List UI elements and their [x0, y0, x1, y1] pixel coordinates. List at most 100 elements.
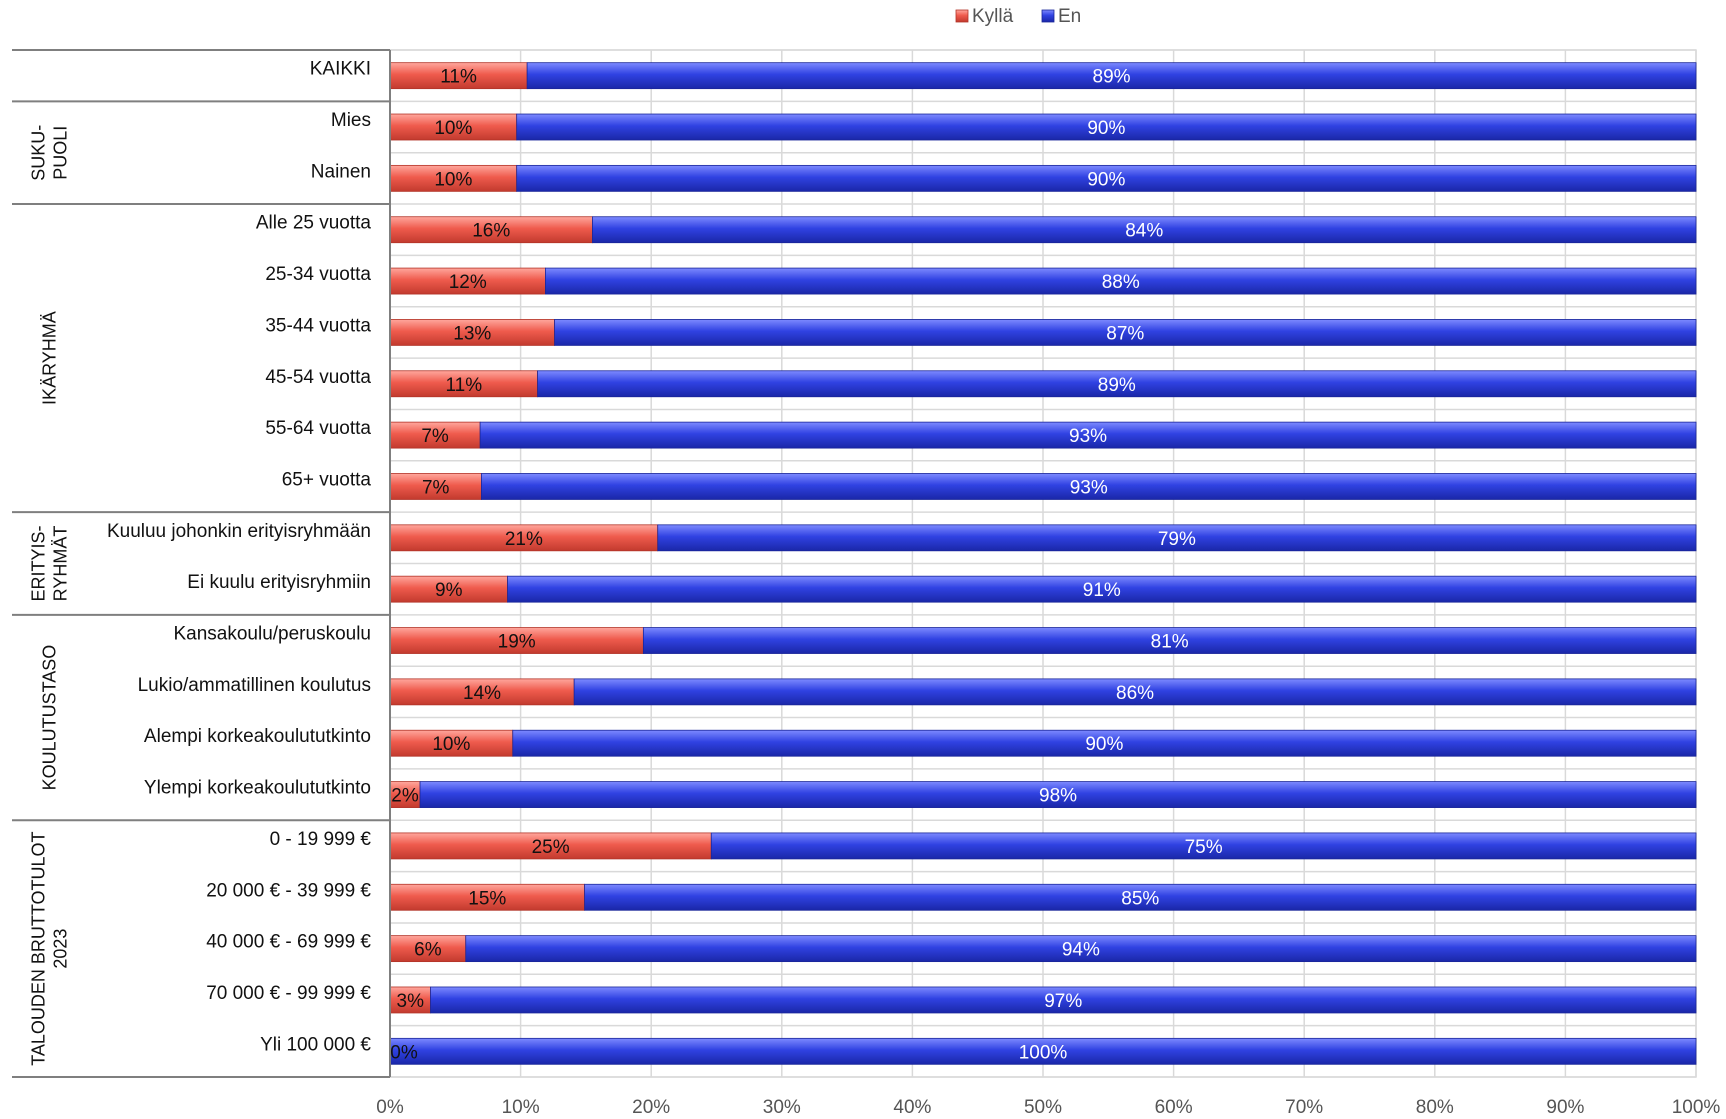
bar-en [526, 62, 1697, 90]
data-label-en: 97% [1044, 991, 1082, 1012]
group-label-line: SUKU- [29, 125, 49, 181]
group-label-line: ERITYIS- [29, 525, 49, 601]
data-label-en: 94% [1062, 940, 1100, 961]
bar-en [584, 883, 1697, 911]
category-label: 65+ vuotta [282, 469, 372, 490]
group-label: KOULUTUSTASO [40, 645, 60, 791]
data-label-kylla: 12% [449, 272, 487, 293]
data-label-kylla: 25% [532, 837, 570, 858]
bar-kylla [389, 627, 644, 654]
bar-en [389, 1037, 1697, 1065]
data-label-kylla: 14% [463, 683, 501, 704]
group-label-line: TALOUDEN BRUTTOTULOT [29, 831, 49, 1065]
bar-en [516, 113, 1697, 141]
category-label: Alempi korkeakoulututkinto [144, 726, 371, 747]
group-label: TALOUDEN BRUTTOTULOT 2023 [29, 831, 71, 1065]
bar-kylla [389, 575, 508, 603]
data-label-kylla: 6% [414, 940, 442, 961]
data-label-kylla: 11% [440, 67, 477, 88]
legend-swatch [955, 9, 969, 23]
data-label-en: 81% [1151, 632, 1189, 653]
data-label-kylla: 10% [434, 118, 472, 139]
x-tick-label: 40% [893, 1097, 931, 1114]
data-label-en: 84% [1125, 221, 1163, 242]
bar-en [657, 524, 1697, 552]
category-label: KAIKKI [310, 59, 371, 80]
category-label: Yli 100 000 € [260, 1034, 371, 1055]
bar-kylla [389, 883, 585, 911]
category-label: Mies [331, 110, 371, 131]
data-label-kylla: 13% [453, 323, 491, 344]
category-label: Alle 25 vuotta [256, 213, 372, 234]
bar-en [465, 935, 1697, 963]
bar-kylla [389, 164, 518, 192]
bar-en [710, 832, 1697, 860]
bar-kylla [389, 524, 659, 552]
data-label-en: 90% [1085, 734, 1123, 755]
group-label: SUKU- PUOLI [29, 125, 71, 181]
bar-en [479, 421, 1697, 449]
data-label-en: 98% [1039, 786, 1077, 807]
bar-en [592, 216, 1697, 244]
x-tick-label: 70% [1285, 1097, 1323, 1114]
bar-kylla [389, 62, 528, 90]
category-label: Kansakoulu/peruskoulu [173, 624, 371, 645]
category-label: 55-64 vuotta [265, 418, 371, 439]
category-label: Ylempi korkeakoulututkinto [144, 778, 371, 799]
bar-en [554, 319, 1697, 346]
bar-en [430, 986, 1697, 1014]
bar-en [516, 164, 1697, 192]
group-label-line: RYHMÄT [51, 526, 71, 602]
bar-kylla [389, 319, 555, 346]
data-label-kylla: 10% [434, 169, 472, 190]
data-label-en: 100% [1019, 1042, 1068, 1063]
category-label: Nainen [311, 161, 371, 182]
category-label: 40 000 € - 69 999 € [206, 932, 371, 953]
x-tick-label: 20% [632, 1097, 670, 1114]
data-label-en: 88% [1102, 272, 1140, 293]
x-tick-label: 10% [502, 1097, 540, 1114]
category-label: 45-54 vuotta [265, 367, 371, 388]
data-label-en: 87% [1106, 323, 1144, 344]
category-label: Kuuluu johonkin erityisryhmään [107, 521, 371, 542]
data-label-kylla: 7% [422, 477, 450, 498]
data-label-en: 90% [1087, 118, 1125, 139]
bar-en [507, 575, 1697, 603]
category-label: Lukio/ammatillinen koulutus [138, 675, 371, 696]
bar-en [642, 627, 1697, 654]
group-label-line: KOULUTUSTASO [40, 645, 60, 791]
data-label-kylla: 16% [472, 221, 510, 242]
data-label-en: 91% [1083, 580, 1121, 601]
group-label: IKÄRYHMÄ [40, 311, 60, 405]
category-label: 25-34 vuotta [265, 264, 371, 285]
bar-en [512, 729, 1697, 757]
data-label-en: 90% [1087, 169, 1125, 190]
bar-en [419, 781, 1697, 808]
x-tick-label: 50% [1024, 1097, 1062, 1114]
category-label: 70 000 € - 99 999 € [206, 983, 371, 1004]
x-tick-label: 100% [1672, 1097, 1721, 1114]
x-tick-label: 90% [1546, 1097, 1584, 1114]
data-label-kylla: 15% [468, 888, 506, 909]
data-label-kylla: 3% [397, 991, 425, 1012]
bar-kylla [389, 473, 482, 500]
category-label: Ei kuulu erityisryhmiin [187, 572, 371, 593]
x-tick-label: 80% [1416, 1097, 1454, 1114]
x-tick-label: 30% [763, 1097, 801, 1114]
data-label-en: 93% [1069, 426, 1107, 447]
bar-kylla [389, 216, 593, 244]
data-label-kylla: 9% [435, 580, 463, 601]
legend-label: Kyllä [972, 6, 1014, 27]
data-label-kylla: 19% [498, 632, 536, 653]
group-label-line: IKÄRYHMÄ [40, 311, 60, 405]
bar-kylla [389, 832, 712, 860]
data-label-en: 89% [1098, 375, 1136, 396]
data-label-en: 89% [1093, 67, 1131, 88]
data-label-en: 86% [1116, 683, 1154, 704]
bar-kylla [389, 935, 467, 963]
data-label-kylla: 2% [391, 786, 419, 807]
data-label-kylla: 7% [421, 426, 449, 447]
group-label-line: PUOLI [51, 126, 71, 180]
